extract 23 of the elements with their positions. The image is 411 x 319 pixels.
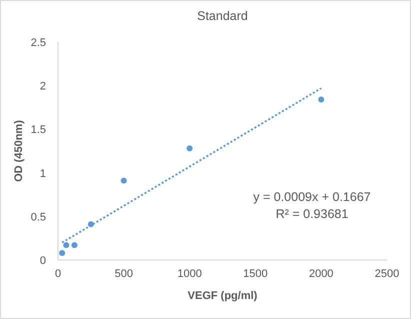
y-tick-label: 2.5	[30, 37, 46, 49]
point	[59, 250, 66, 256]
x-tick-label: 2000	[308, 268, 334, 280]
y-tick-label: 0.5	[30, 211, 46, 224]
x-tick-label: 0	[54, 268, 62, 280]
point	[63, 242, 70, 248]
x-tick-label: 2500	[374, 268, 400, 280]
y-tick-label: 2	[40, 80, 46, 93]
x-tick-label: 500	[114, 268, 133, 280]
point	[318, 96, 324, 103]
point	[71, 242, 78, 248]
x-tick-label: 1500	[243, 268, 268, 280]
y-tick-label: 1.5	[30, 124, 46, 136]
annotation: R² = 0.93681	[276, 207, 348, 221]
chart-title: Standard	[197, 9, 248, 23]
y-axis-title: OD (450nm)	[13, 120, 25, 182]
x-axis-title: VEGF (pg/ml)	[188, 290, 258, 302]
annotation: y = 0.0009x + 0.1667	[253, 190, 371, 204]
y-tick-label: 1	[40, 168, 46, 180]
x-tick-label: 1000	[177, 268, 202, 280]
point	[120, 178, 127, 184]
point	[186, 145, 193, 152]
y-tick-label: 0	[40, 255, 46, 267]
